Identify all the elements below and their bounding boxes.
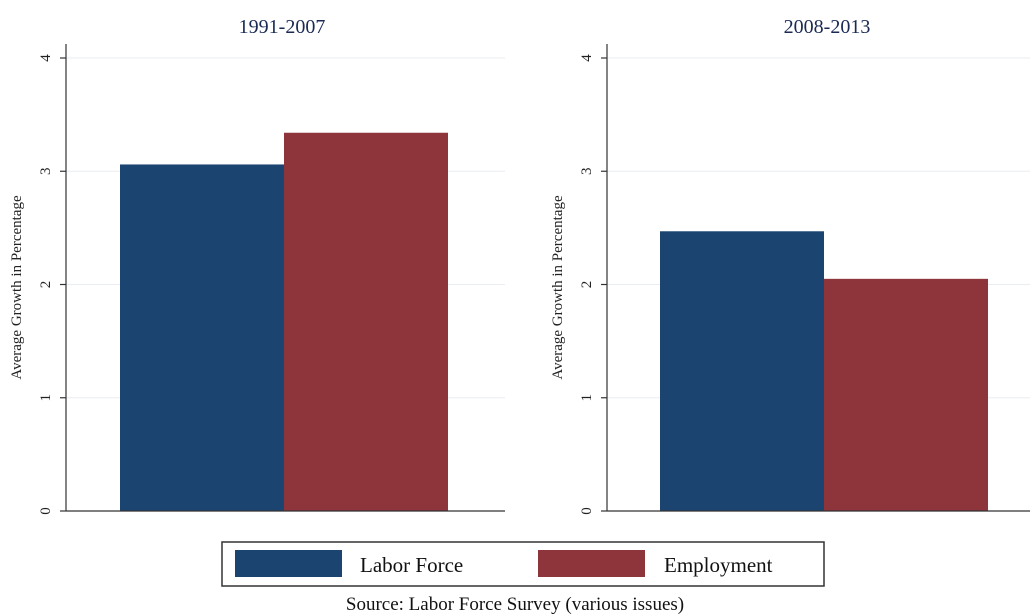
y-tick-label: 4: [579, 54, 595, 62]
source-note: Source: Labor Force Survey (various issu…: [346, 594, 684, 615]
panel-1991-2007: 0 1 2 3 4 Average Growth in Percentage 1991-20…: [9, 16, 505, 515]
legend-swatch-labor-force: [235, 550, 342, 577]
y-tick-label: 3: [579, 168, 595, 176]
y-tick-label: 1: [579, 394, 595, 402]
y-tick-label: 0: [579, 507, 595, 515]
panel-title: 1991-2007: [239, 16, 326, 38]
y-axis-label: Average Growth in Percentage: [550, 195, 566, 380]
y-axis-label: Average Growth in Percentage: [9, 195, 25, 380]
y-tick-label: 1: [38, 394, 54, 402]
y-tick-label: 2: [579, 281, 595, 289]
bar-employment: [824, 278, 988, 511]
y-tick-label: 4: [38, 54, 54, 62]
bar-labor-force: [660, 231, 824, 511]
legend-label-labor-force: Labor Force: [360, 553, 463, 577]
y-tick-label: 2: [38, 281, 54, 289]
bar-labor-force: [120, 164, 284, 511]
legend-label-employment: Employment: [664, 553, 773, 577]
legend: Labor Force Employment: [221, 541, 825, 587]
y-tick-label: 0: [38, 507, 54, 515]
bar-employment: [284, 132, 448, 511]
legend-swatch-employment: [538, 550, 645, 577]
y-tick-label: 3: [38, 168, 54, 176]
panel-title: 2008-2013: [784, 16, 871, 38]
panel-2008-2013: 0 1 2 3 4 Average Growth in Percentage 2008-20…: [550, 16, 1030, 515]
